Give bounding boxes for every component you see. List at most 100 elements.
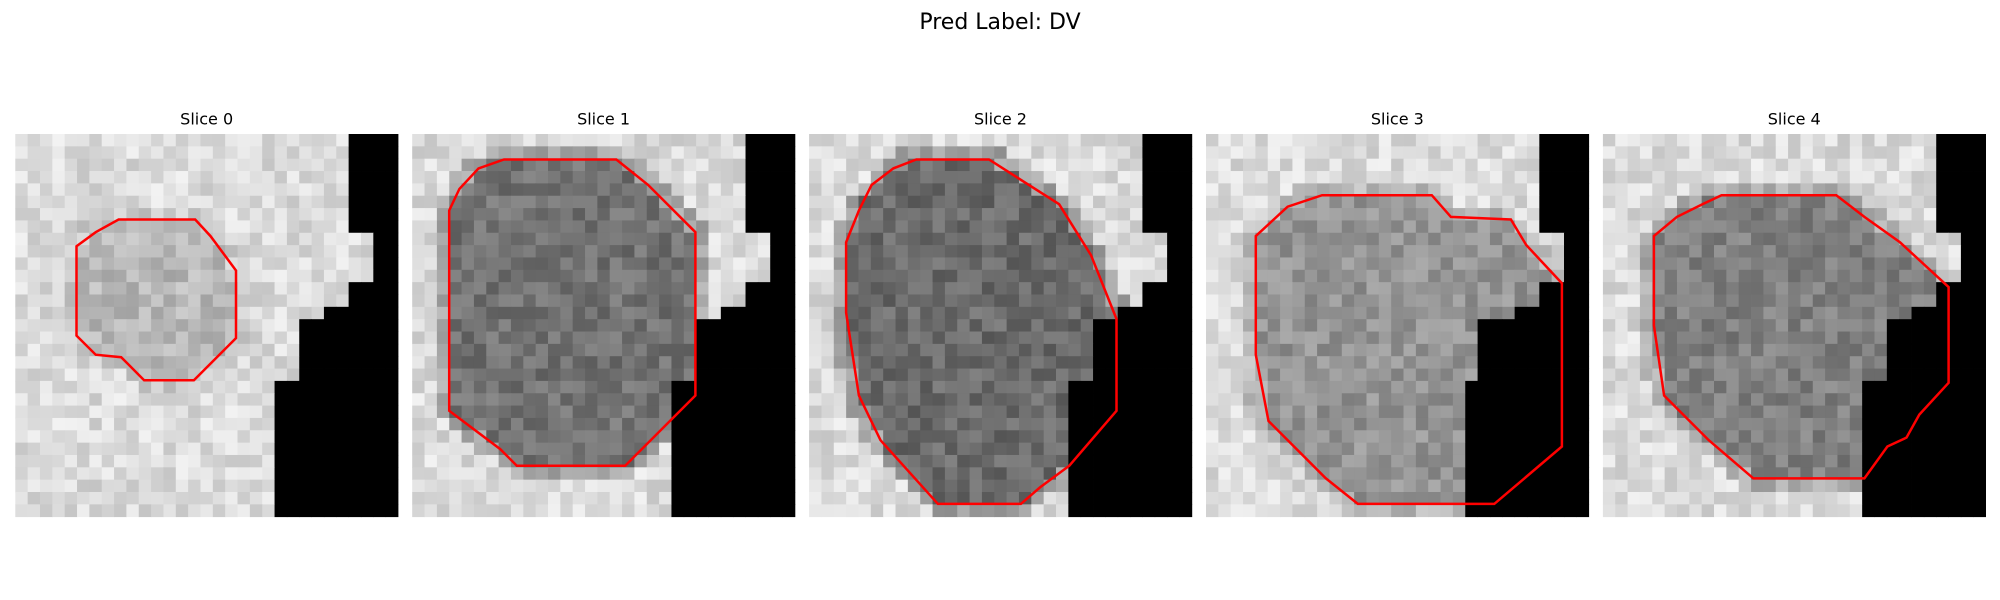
pixel xyxy=(1849,417,1863,431)
pixel xyxy=(1960,282,1974,295)
pixel xyxy=(163,343,177,357)
pixel xyxy=(1923,306,1937,320)
pixel xyxy=(1849,183,1863,197)
pixel xyxy=(523,245,537,258)
pixel xyxy=(1341,380,1355,394)
pixel xyxy=(585,319,598,332)
pixel xyxy=(1243,442,1256,456)
pixel xyxy=(858,134,872,147)
pixel xyxy=(1440,319,1454,332)
pixel xyxy=(225,467,238,481)
pixel xyxy=(1502,343,1516,357)
pixel xyxy=(188,171,201,184)
pixel xyxy=(200,183,214,197)
pixel xyxy=(1452,343,1466,357)
pixel xyxy=(770,319,783,332)
pixel xyxy=(1130,356,1143,369)
pixel xyxy=(597,146,611,160)
pixel xyxy=(671,245,685,258)
pixel xyxy=(114,269,127,283)
pixel xyxy=(473,232,487,246)
pixel xyxy=(944,380,958,394)
pixel xyxy=(1428,269,1441,283)
pixel xyxy=(360,183,374,197)
pixel xyxy=(1167,269,1180,283)
pixel xyxy=(510,195,524,209)
pixel xyxy=(1923,146,1937,160)
pixel xyxy=(1775,479,1789,493)
pixel xyxy=(1068,269,1082,283)
pixel xyxy=(473,257,487,271)
pixel xyxy=(1948,356,1962,369)
pixel xyxy=(274,454,288,468)
pixel xyxy=(1763,343,1777,357)
pixel xyxy=(1391,405,1404,419)
pixel xyxy=(1280,380,1293,394)
pixel xyxy=(1627,134,1641,147)
pixel xyxy=(52,393,66,406)
pixel xyxy=(1551,467,1565,481)
pixel xyxy=(1341,257,1355,271)
pixel xyxy=(126,393,140,406)
pixel xyxy=(1391,430,1404,444)
pixel xyxy=(1006,183,1020,197)
pixel xyxy=(163,220,177,234)
pixel xyxy=(39,331,53,345)
pixel xyxy=(498,183,512,197)
pixel xyxy=(821,442,835,456)
pixel xyxy=(833,158,847,172)
pixel xyxy=(1526,282,1540,295)
pixel xyxy=(770,220,783,234)
pixel xyxy=(323,183,337,197)
pixel xyxy=(809,134,822,147)
pixel xyxy=(1018,417,1032,431)
pixel xyxy=(609,405,623,419)
pixel xyxy=(1602,232,1616,246)
pixel xyxy=(1317,171,1330,184)
pixel xyxy=(1403,504,1417,518)
pixel xyxy=(311,442,325,456)
pixel xyxy=(1267,331,1281,345)
pixel xyxy=(1267,269,1281,283)
pixel xyxy=(757,380,771,394)
pixel xyxy=(1292,430,1306,444)
pixel xyxy=(1788,504,1801,518)
pixel xyxy=(510,479,524,493)
pixel xyxy=(114,146,127,160)
pixel xyxy=(1775,220,1789,234)
pixel xyxy=(1837,479,1851,493)
pixel xyxy=(1526,306,1540,320)
pixel xyxy=(1130,467,1143,481)
pixel xyxy=(1378,294,1392,308)
pixel xyxy=(77,454,90,468)
pixel xyxy=(858,380,872,394)
pixel xyxy=(286,417,300,431)
pixel xyxy=(957,282,970,295)
pixel xyxy=(299,356,312,369)
pixel xyxy=(1465,195,1478,209)
pixel xyxy=(412,492,425,505)
pixel xyxy=(1948,454,1962,468)
pixel xyxy=(1206,417,1219,431)
pixel xyxy=(1936,245,1949,258)
pixel xyxy=(436,282,450,295)
pixel xyxy=(323,380,337,394)
pixel xyxy=(809,146,822,160)
pixel xyxy=(1602,343,1616,357)
pixel xyxy=(274,417,288,431)
pixel xyxy=(585,343,598,357)
pixel xyxy=(1676,430,1690,444)
pixel xyxy=(336,269,350,283)
pixel xyxy=(870,454,884,468)
pixel xyxy=(151,220,164,234)
pixel xyxy=(188,356,201,369)
pixel xyxy=(597,417,611,431)
pixel xyxy=(1664,454,1678,468)
pixel xyxy=(1179,430,1193,444)
pixel xyxy=(486,504,500,518)
pixel xyxy=(336,356,350,369)
pixel xyxy=(77,479,90,493)
pixel xyxy=(237,454,251,468)
pixel xyxy=(1154,380,1168,394)
pixel xyxy=(1477,232,1491,246)
